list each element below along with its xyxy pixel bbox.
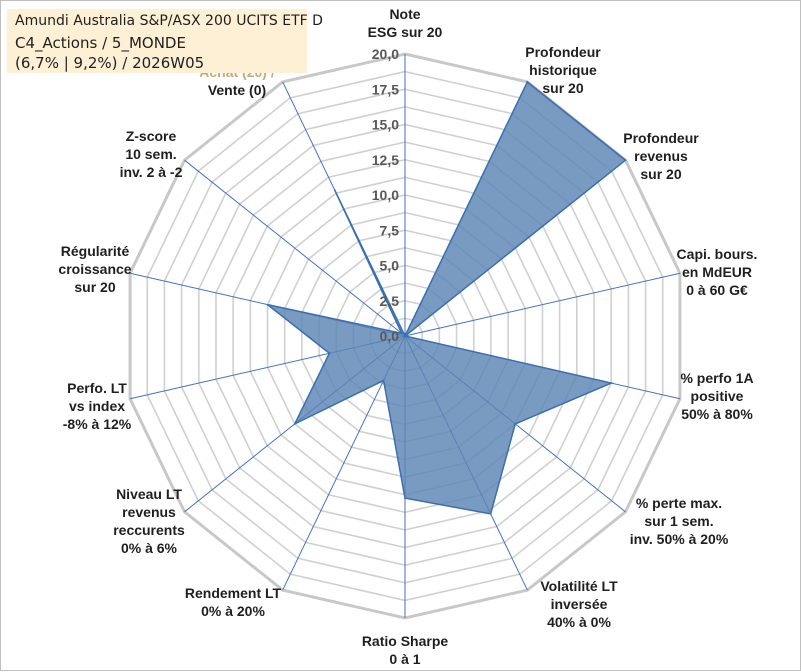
category-label: % perfo 1A (680, 370, 753, 386)
radial-tick-label: 17,5 (372, 81, 399, 97)
category-label: reccurents (113, 522, 185, 538)
data-point (382, 379, 385, 382)
category-label: sur 1 sem. (644, 513, 713, 529)
axis-spoke (184, 159, 406, 337)
data-point (610, 382, 612, 384)
data-point (404, 497, 406, 499)
radial-tick-label: 15,0 (372, 117, 399, 133)
category-label: inv. 2 à -2 (120, 164, 183, 180)
category-label: Vente (0) (208, 82, 266, 98)
category-label: inversée (551, 596, 608, 612)
category-label: 10 sem. (125, 146, 176, 162)
chart-title-box: Amundi Australia S&P/ASX 200 UCITS ETF D… (7, 9, 323, 73)
data-point (333, 189, 336, 191)
category-label: Rendement LT (185, 585, 282, 601)
data-point (400, 332, 403, 335)
category-label: % perte max. (636, 495, 722, 511)
category-label: positive (691, 388, 744, 404)
category-label: 50% à 80% (681, 406, 753, 422)
data-point (526, 81, 529, 83)
category-label: croissance (58, 261, 131, 277)
data-point (624, 159, 627, 161)
data-point (404, 335, 406, 337)
radial-tick-label: 10,0 (372, 187, 399, 203)
category-label: Volatilité LT (540, 578, 618, 594)
chart-title: Amundi Australia S&P/ASX 200 UCITS ETF D (15, 13, 323, 29)
category-label: sur 20 (640, 166, 681, 182)
data-point (489, 513, 492, 515)
category-label: Capi. bours. (677, 246, 758, 262)
chart-subtitle-stats: (6,7% | 9,2%) / 2026W05 (15, 54, 205, 72)
data-point (328, 352, 331, 355)
chart-subtitle-category: C4_Actions / 5_MONDE (15, 34, 186, 52)
radial-tick-label: 12,5 (372, 152, 399, 168)
category-label: revenus (122, 504, 176, 520)
category-label: historique (529, 62, 597, 78)
category-label: inv. 50% à 20% (630, 531, 729, 547)
category-label: ESG sur 20 (368, 24, 443, 40)
category-label: Z-score (126, 128, 177, 144)
category-label: Ratio Sharpe (362, 633, 449, 649)
category-label: sur 20 (74, 279, 115, 295)
radial-tick-label: 0,0 (380, 328, 400, 344)
category-label: Profondeur (623, 130, 699, 146)
category-label: vs index (69, 398, 125, 414)
radial-tick-label: 2,5 (380, 293, 400, 309)
category-label: Profondeur (525, 44, 601, 60)
category-label: 40% à 0% (547, 614, 611, 630)
radial-tick-label: 5,0 (380, 258, 400, 274)
axis-spoke (404, 272, 681, 337)
category-label: 0 à 1 (389, 651, 420, 667)
radial-tick-label: 7,5 (380, 222, 400, 238)
category-label: Perfo. LT (67, 380, 127, 396)
data-point (514, 423, 517, 425)
category-label: sur 20 (542, 80, 583, 96)
category-label: Niveau LT (116, 486, 182, 502)
category-label: revenus (634, 148, 688, 164)
category-label: -8% à 12% (63, 416, 132, 432)
radial-tick-label: 20,0 (372, 46, 399, 62)
category-label: 0% à 6% (121, 540, 178, 556)
category-label: 0% à 20% (201, 603, 265, 619)
category-label: Note (389, 6, 420, 22)
category-label: 0 à 60 G€ (686, 282, 748, 298)
category-label: Régularité (61, 243, 130, 259)
data-point (293, 423, 296, 425)
category-label: en MdEUR (682, 264, 752, 280)
data-point (266, 303, 269, 306)
